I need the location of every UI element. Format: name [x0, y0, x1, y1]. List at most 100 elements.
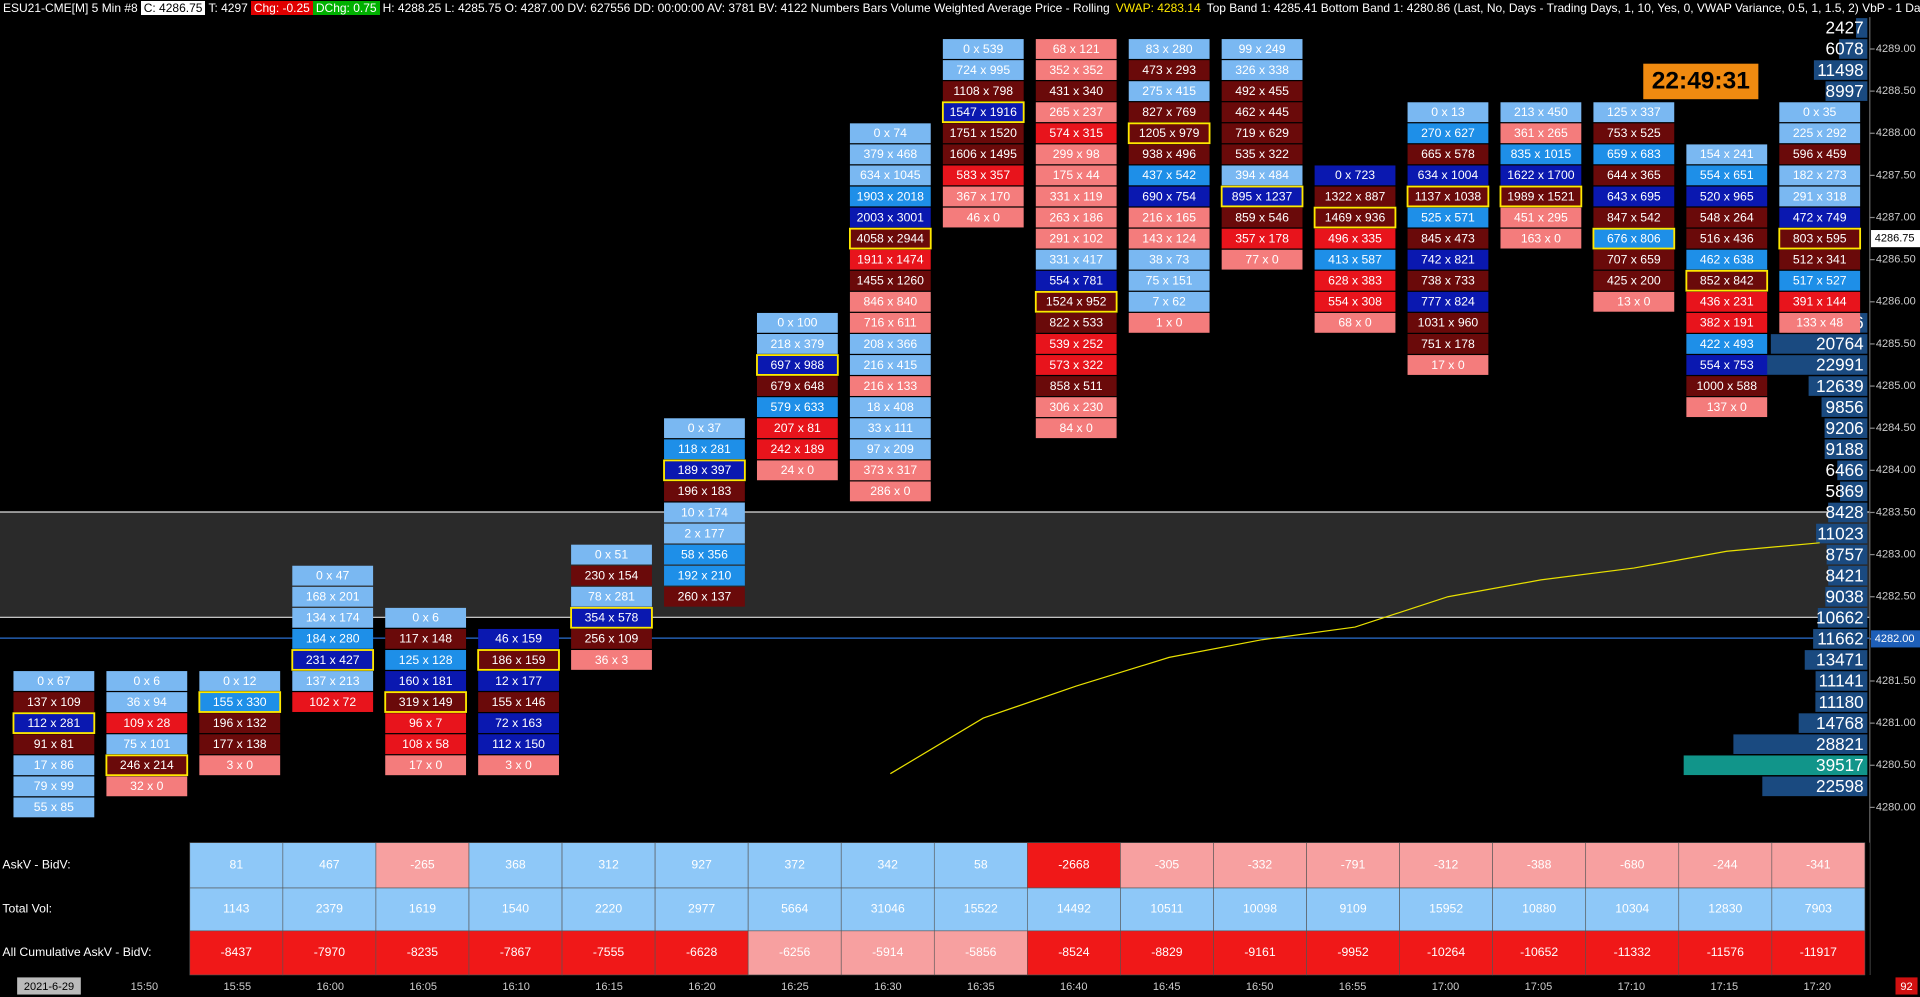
cell-bg — [1779, 165, 1861, 186]
cell-bg — [1686, 144, 1768, 165]
cell-value: 1 x 0 — [1156, 316, 1183, 330]
time-label: 15:55 — [224, 981, 252, 993]
cell-bg — [385, 755, 467, 776]
cell-bg — [1407, 165, 1489, 186]
cell-bg — [1686, 165, 1768, 186]
cell-value: 462 x 638 — [1700, 253, 1754, 267]
cell-bg — [942, 81, 1024, 102]
cell-bg — [756, 376, 838, 396]
cell-bg — [849, 165, 931, 186]
cell-bg — [1407, 312, 1489, 333]
cell-bg — [1499, 185, 1583, 208]
footer-cell — [1306, 887, 1400, 932]
profile-value: 39517 — [1816, 755, 1864, 775]
footer-cell — [282, 842, 377, 889]
cell-bg — [478, 755, 559, 776]
cell-value: 256 x 109 — [585, 632, 639, 646]
footer-cell — [1027, 842, 1121, 889]
header-segment: VWAP: 4283.14 — [1115, 1, 1201, 15]
footer-value: -5856 — [965, 945, 996, 959]
footer-value: 312 — [598, 858, 619, 872]
cell-value: 299 x 98 — [1053, 147, 1100, 161]
cell-value: 846 x 840 — [863, 295, 917, 309]
cell-value: 520 x 965 — [1700, 189, 1754, 203]
header-segment: Chg: -0.25 — [250, 1, 313, 15]
cell-bg — [292, 692, 374, 712]
cell-bg — [570, 606, 653, 629]
status-badge: 92 — [1900, 981, 1912, 993]
status-badge-box — [1895, 977, 1918, 995]
cell-bg — [1221, 39, 1303, 59]
cell-value: 719 x 629 — [1235, 126, 1289, 140]
time-label: 16:35 — [967, 981, 995, 993]
cell-value: 306 x 230 — [1049, 400, 1103, 414]
footer-value: -7867 — [500, 945, 531, 959]
profile-value: 9038 — [1826, 586, 1864, 606]
cell-value: 263 x 186 — [1049, 210, 1103, 224]
cell-bg — [1221, 249, 1303, 270]
cell-bg — [1128, 270, 1210, 291]
footer-value: 31046 — [871, 902, 905, 916]
footer-value: 467 — [319, 858, 340, 872]
cell-value: 17 x 0 — [409, 758, 443, 772]
cell-value: 473 x 293 — [1142, 63, 1196, 77]
footer-value: -8829 — [1151, 945, 1182, 959]
profile-value: 28821 — [1816, 734, 1864, 754]
header-segment: DChg: 0.75 — [312, 1, 380, 15]
cell-bg — [1314, 270, 1396, 291]
footer-cell — [1585, 842, 1680, 889]
cell-bg — [849, 207, 931, 228]
cell-value: 36 x 94 — [127, 695, 167, 709]
cell-value: 97 x 209 — [867, 442, 914, 456]
cell-value: 175 x 44 — [1053, 168, 1100, 182]
cell-bg — [849, 186, 931, 207]
time-label: 17:00 — [1432, 981, 1460, 993]
cell-bg — [199, 734, 281, 755]
footer-cell — [1492, 930, 1587, 976]
profile-bar — [1816, 523, 1868, 544]
footer-cell — [375, 887, 470, 932]
row-label: Total Vol: — [2, 902, 52, 916]
profile-bar — [1825, 81, 1868, 101]
cell-bg — [1500, 102, 1582, 123]
cell-value: 738 x 733 — [1421, 274, 1475, 288]
cell-value: 0 x 47 — [316, 569, 350, 583]
cell-value: 451 x 295 — [1514, 210, 1568, 224]
cell-bg — [1686, 207, 1768, 228]
cell-value: 137 x 109 — [27, 695, 81, 709]
cell-bg — [1779, 123, 1861, 144]
cell-value: 0 x 74 — [874, 126, 908, 140]
cell-bg — [849, 291, 931, 312]
cell-value: 331 x 417 — [1049, 253, 1103, 267]
footer-value: -9161 — [1244, 945, 1275, 959]
time-label: 17:15 — [1711, 981, 1739, 993]
time-label: 16:55 — [1339, 981, 1367, 993]
cell-value: 17 x 86 — [34, 758, 74, 772]
time-label: 16:45 — [1153, 981, 1181, 993]
footer-cell — [1027, 930, 1121, 976]
cell-bg — [941, 101, 1025, 124]
footer-cell — [747, 887, 842, 932]
cell-value: 367 x 170 — [956, 189, 1010, 203]
cell-bg — [1593, 207, 1675, 228]
cell-bg — [478, 692, 559, 712]
cell-bg — [1407, 144, 1489, 165]
price-marker-box — [1871, 230, 1920, 248]
cell-value: 125 x 337 — [1607, 105, 1661, 119]
cell-bg — [13, 671, 95, 691]
cell-bg — [106, 692, 188, 712]
cell-value: 0 x 12 — [223, 674, 257, 688]
cell-value: 1989 x 1521 — [1507, 189, 1575, 203]
profile-bar — [1762, 776, 1868, 797]
footer-value: -5914 — [872, 945, 903, 959]
cell-value: 216 x 165 — [1142, 210, 1196, 224]
cell-value: 596 x 459 — [1793, 147, 1847, 161]
profile-bar — [1828, 565, 1868, 586]
profile-value: 22598 — [1816, 776, 1864, 796]
cell-value: 12 x 177 — [495, 674, 542, 688]
profile-value: 11141 — [1819, 671, 1864, 691]
cell-value: 0 x 6 — [134, 674, 161, 688]
profile-value: 9188 — [1826, 439, 1864, 459]
cell-bg — [1500, 165, 1582, 186]
